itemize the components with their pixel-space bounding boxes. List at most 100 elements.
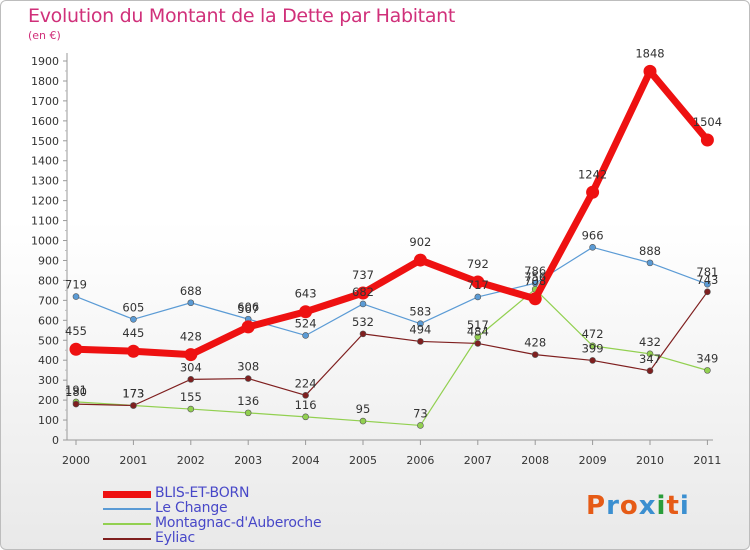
legend-label: Le Change	[155, 500, 228, 516]
data-label-3: 792	[467, 257, 489, 271]
data-label-2: 484	[467, 324, 489, 338]
data-label-3: 428	[180, 330, 202, 344]
data-label-1: 517	[467, 318, 489, 332]
y-tick-label: 300	[38, 374, 59, 387]
series-point-1	[244, 409, 252, 417]
legend-label: BLIS-ET-BORN	[155, 485, 250, 501]
y-tick-label: 1400	[31, 155, 59, 168]
data-label-0: 717	[467, 278, 489, 292]
series-point-2	[72, 400, 80, 408]
y-tick-label: 1200	[31, 195, 59, 208]
data-label-0: 606	[237, 300, 259, 314]
series-point-3	[69, 342, 83, 356]
series-point-3	[356, 286, 370, 300]
series-point-0	[474, 293, 482, 301]
data-label-2: 308	[237, 360, 259, 374]
data-label-2: 173	[122, 386, 144, 400]
y-tick-label: 100	[38, 414, 59, 427]
data-label-1: 472	[582, 327, 604, 341]
x-tick-label: 2010	[636, 454, 664, 467]
data-label-3: 455	[65, 324, 87, 338]
series-point-2	[646, 367, 654, 375]
y-tick-label: 800	[38, 274, 59, 287]
data-label-0: 605	[122, 300, 144, 314]
series-point-3	[586, 185, 600, 199]
y-tick-label: 1000	[31, 235, 59, 248]
y-tick-label: 1800	[31, 75, 59, 88]
series-point-1	[417, 422, 424, 429]
series-point-2	[589, 357, 596, 364]
data-label-0: 688	[180, 284, 202, 298]
data-label-1: 155	[180, 390, 202, 404]
y-tick-label: 0	[52, 434, 59, 447]
series-point-3	[299, 305, 313, 319]
data-label-1: 191	[65, 383, 87, 397]
y-tick-label: 1900	[31, 55, 59, 68]
y-tick-label: 600	[38, 314, 59, 327]
x-tick-label: 2001	[119, 454, 147, 467]
legend-swatch	[103, 508, 151, 510]
series-line-2	[75, 291, 708, 407]
series-point-0	[704, 280, 711, 288]
data-label-2: 180	[65, 385, 87, 399]
data-label-3: 708	[524, 274, 546, 288]
series-line-0	[75, 246, 708, 337]
legend-label: Montagnac-d'Auberoche	[155, 515, 322, 531]
series-line-1	[75, 288, 708, 427]
y-tick-label: 1700	[31, 95, 59, 108]
data-label-1: 756	[524, 270, 546, 284]
series-point-3	[184, 348, 198, 362]
series-point-0	[589, 244, 596, 251]
y-tick-label: 200	[38, 394, 59, 407]
series-point-2	[417, 338, 424, 345]
y-tick-label: 1500	[31, 135, 59, 148]
series-point-3	[413, 253, 427, 267]
data-label-0: 524	[295, 316, 317, 330]
x-tick-label: 2005	[349, 454, 377, 467]
data-label-0: 781	[696, 265, 718, 279]
data-label-1: 95	[356, 402, 371, 416]
data-label-3: 1242	[578, 167, 607, 181]
series-point-1	[704, 367, 711, 374]
x-tick-label: 2002	[177, 454, 205, 467]
data-label-1: 432	[639, 335, 661, 349]
series-point-0	[187, 299, 195, 307]
series-point-3	[471, 275, 485, 289]
data-label-1: 136	[237, 394, 259, 408]
data-label-2: 304	[180, 360, 202, 374]
data-label-0: 966	[582, 228, 604, 242]
x-tick-label: 2011	[693, 454, 721, 467]
data-label-1: 173	[122, 386, 144, 400]
data-label-0: 719	[65, 278, 87, 292]
data-label-1: 73	[413, 406, 428, 420]
data-label-1: 349	[696, 351, 718, 365]
legend-swatch	[103, 490, 151, 498]
x-tick-label: 2009	[579, 454, 607, 467]
data-label-0: 786	[524, 264, 546, 278]
data-label-2: 347	[639, 352, 661, 366]
series-point-2	[244, 375, 252, 382]
x-tick-label: 2003	[234, 454, 262, 467]
series-point-0	[302, 332, 309, 339]
legend-label: Eyliac	[155, 530, 195, 546]
series-point-1	[302, 413, 309, 421]
data-label-2: 224	[295, 376, 317, 390]
series-point-0	[72, 293, 80, 300]
x-tick-label: 2007	[464, 454, 492, 467]
x-tick-label: 2008	[521, 454, 549, 467]
series-point-2	[302, 392, 309, 399]
y-tick-label: 1600	[31, 115, 59, 128]
x-tick-label: 2004	[292, 454, 320, 467]
y-tick-label: 1100	[31, 215, 59, 228]
data-label-0: 682	[352, 285, 374, 299]
series-point-2	[474, 340, 482, 347]
data-label-0: 583	[409, 305, 431, 319]
legend-swatch	[103, 538, 151, 540]
y-tick-label: 400	[38, 354, 59, 367]
series-point-2	[359, 330, 367, 338]
data-label-2: 743	[696, 273, 718, 287]
y-tick-label: 1300	[31, 175, 59, 188]
y-tick-label: 500	[38, 334, 59, 347]
data-label-3: 445	[122, 326, 144, 340]
